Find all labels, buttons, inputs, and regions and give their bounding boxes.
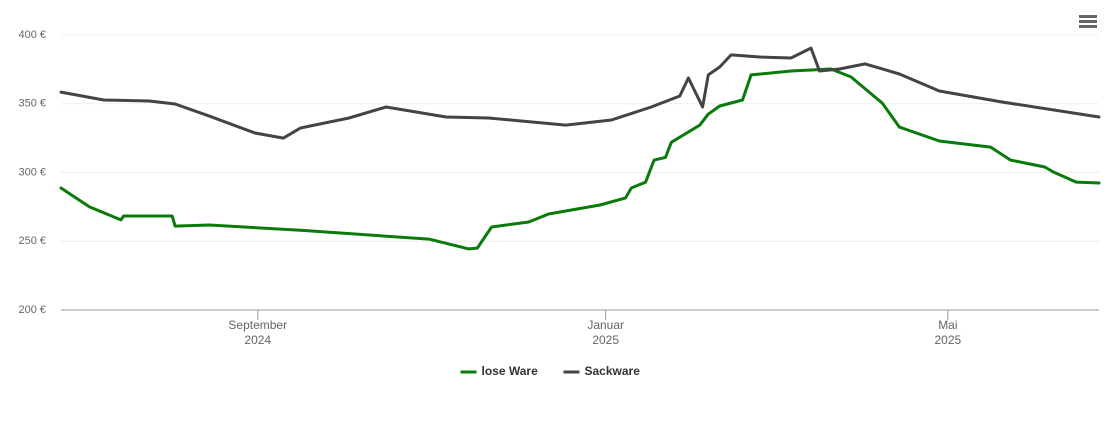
y-tick-label: 350 € [18,98,46,110]
x-tick-label: Mai [938,318,957,332]
menu-bar [1079,20,1097,23]
x-tick-label: 2025 [935,333,962,347]
y-tick-label: 200 € [18,304,46,316]
x-tick-label: Januar [587,318,624,332]
menu-bar [1079,25,1097,28]
legend-label: lose Ware [482,364,539,378]
series-line [59,46,1101,140]
menu-bar [1079,15,1097,18]
y-tick-label: 250 € [18,235,46,247]
legend-item[interactable]: Sackware [563,364,641,378]
x-tick-label: 2025 [592,333,619,347]
x-tick-label: September [228,318,287,332]
menu-button[interactable] [1079,15,1097,28]
y-tick-label: 400 € [18,29,46,41]
series-line [59,67,1101,251]
y-tick-label: 300 € [18,166,46,178]
legend-label: Sackware [585,364,641,378]
legend: lose Ware Sackware [460,364,641,378]
legend-item[interactable]: lose Ware [460,364,539,378]
x-tick-label: 2024 [244,333,271,347]
